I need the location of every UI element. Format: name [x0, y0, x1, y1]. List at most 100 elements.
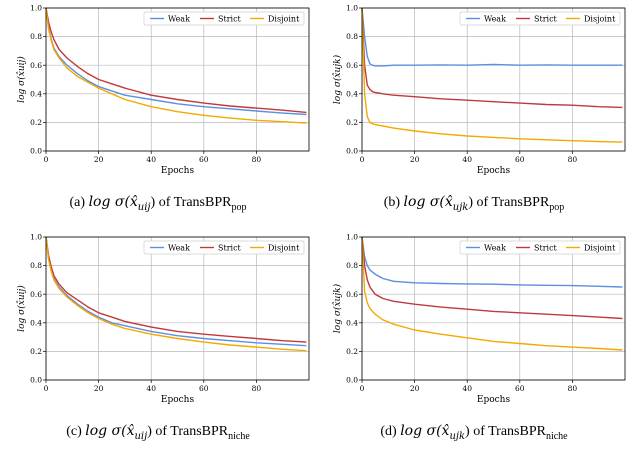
y-tick-label-a-3: 0.6 [30, 61, 42, 70]
legend-box-a [143, 11, 305, 26]
caption-c: (c) log σ(x̂uij) of TransBPRniche [0, 423, 316, 442]
chart-a: 0 20 40 60 80 0.0 0.2 0.4 0.6 0.8 1.0 Epochs log σ(x… [16, 4, 310, 176]
chart-panel-b: 0 20 40 60 80 0.0 0.2 0.4 0.6 0.8 1.0 Epochs log σ(x… [316, 0, 632, 229]
chart-d: 0 20 40 60 80 0.0 0.2 0.4 0.6 0.8 1.0 Epochs log σ(x… [332, 233, 626, 405]
y-axis-label-a: log σ(x̂uij) [16, 56, 27, 103]
series-line-d-strict [361, 236, 623, 320]
y-tick-label-a-5: 1.0 [30, 4, 42, 13]
x-tick-label-c-2: 40 [146, 384, 156, 393]
x-tick-label-d-4: 80 [568, 384, 578, 393]
y-tick-label-c-5: 1.0 [30, 233, 42, 242]
x-tick-label-d-3: 60 [515, 384, 525, 393]
series-line-b-weak [361, 7, 623, 67]
caption-b-prefix: (b) [383, 195, 401, 210]
y-tick-label-b-4: 0.8 [346, 32, 358, 41]
x-tick-label-c-4: 80 [252, 384, 262, 393]
legend-label-a-weak: Weak [168, 14, 190, 23]
y-axis-label-b: log σ(x̂ujk) [332, 54, 343, 104]
chart-c: 0 20 40 60 80 0.0 0.2 0.4 0.6 0.8 1.0 Epochs log σ(x… [16, 233, 310, 405]
legend-box-d [459, 240, 621, 255]
caption-c-mid: ) of TransBPR [147, 424, 229, 439]
plot-frame-d [361, 236, 626, 381]
series-line-a-strict [45, 7, 307, 114]
x-axis-label-a: Epochs [161, 166, 195, 176]
legend-label-d-disjoint: Disjoint [584, 243, 616, 252]
x-axis-label-d: Epochs [477, 395, 511, 405]
caption-c-math: log σ(x̂ [85, 423, 135, 439]
x-tick-label-d-2: 40 [462, 384, 472, 393]
series-line-c-strict [45, 236, 307, 343]
legend-label-c-strict: Strict [218, 243, 242, 252]
caption-b-sub: pop [549, 201, 565, 213]
x-axis-label-c: Epochs [161, 395, 195, 405]
y-tick-label-a-4: 0.8 [30, 32, 42, 41]
chart-panel-c: 0 20 40 60 80 0.0 0.2 0.4 0.6 0.8 1.0 Epochs log σ(x… [0, 229, 316, 458]
caption-d-mid: ) of TransBPR [465, 424, 546, 439]
series-line-d-disjoint [361, 236, 623, 351]
caption-a-mid: ) of TransBPR [150, 195, 232, 210]
y-tick-label-c-4: 0.8 [30, 261, 42, 270]
y-tick-label-b-3: 0.6 [346, 61, 358, 70]
caption-a-var: uij [137, 201, 151, 213]
legend-box-c [143, 240, 305, 255]
y-tick-label-d-4: 0.8 [346, 261, 358, 270]
caption-a-sub: pop [231, 201, 247, 213]
caption-a-prefix: (a) [69, 195, 86, 210]
y-tick-label-b-5: 1.0 [346, 4, 358, 13]
caption-c-prefix: (c) [66, 424, 82, 439]
x-tick-label-b-1: 20 [410, 155, 420, 164]
caption-c-sub: niche [228, 430, 250, 442]
caption-b-var: ujk [452, 201, 469, 213]
y-tick-label-c-0: 0.0 [30, 376, 42, 385]
legend-label-c-disjoint: Disjoint [268, 243, 300, 252]
x-tick-label-c-0: 0 [44, 384, 49, 393]
caption-a-math: log σ(x̂ [88, 194, 138, 210]
y-tick-label-a-2: 0.4 [30, 89, 42, 98]
series-line-a-disjoint [45, 7, 307, 124]
x-tick-label-d-0: 0 [360, 384, 365, 393]
y-tick-label-b-0: 0.0 [346, 147, 358, 156]
x-tick-label-a-0: 0 [44, 155, 49, 164]
x-tick-label-a-4: 80 [252, 155, 262, 164]
legend-label-a-strict: Strict [218, 14, 242, 23]
caption-b-mid: ) of TransBPR [468, 195, 550, 210]
x-tick-label-a-1: 20 [94, 155, 104, 164]
y-tick-label-c-3: 0.6 [30, 290, 42, 299]
y-tick-label-b-1: 0.2 [346, 118, 358, 127]
y-tick-label-d-3: 0.6 [346, 290, 358, 299]
caption-d-math: log σ(x̂ [400, 423, 450, 439]
plot-frame-a [45, 7, 310, 152]
legend-label-d-weak: Weak [484, 243, 506, 252]
series-line-c-disjoint [45, 236, 307, 352]
y-axis-label-d: log σ(x̂ujk) [332, 283, 343, 333]
y-tick-label-d-2: 0.4 [346, 318, 358, 327]
y-tick-label-d-1: 0.2 [346, 347, 358, 356]
plot-frame-c [45, 236, 310, 381]
series-line-d-weak [361, 236, 623, 288]
x-axis-label-b: Epochs [477, 166, 511, 176]
legend-box-b [459, 11, 621, 26]
y-tick-label-b-2: 0.4 [346, 89, 358, 98]
legend-label-c-weak: Weak [168, 243, 190, 252]
y-tick-label-a-1: 0.2 [30, 118, 42, 127]
legend-label-b-weak: Weak [484, 14, 506, 23]
y-tick-label-c-1: 0.2 [30, 347, 42, 356]
x-tick-label-a-3: 60 [199, 155, 209, 164]
x-tick-label-d-1: 20 [410, 384, 420, 393]
x-tick-label-b-4: 80 [568, 155, 578, 164]
y-tick-label-c-2: 0.4 [30, 318, 42, 327]
caption-b: (b) log σ(x̂ujk) of TransBPRpop [316, 194, 632, 213]
y-axis-label-c: log σ(x̂uij) [16, 285, 27, 332]
x-tick-label-b-2: 40 [462, 155, 472, 164]
x-tick-label-a-2: 40 [146, 155, 156, 164]
caption-d-sub: niche [545, 430, 568, 442]
chart-panel-a: 0 20 40 60 80 0.0 0.2 0.4 0.6 0.8 1.0 Epochs log σ(x… [0, 0, 316, 229]
caption-c-var: uij [134, 430, 148, 442]
x-tick-label-b-3: 60 [515, 155, 525, 164]
legend-label-b-strict: Strict [534, 14, 558, 23]
chart-panel-d: 0 20 40 60 80 0.0 0.2 0.4 0.6 0.8 1.0 Epochs log σ(x… [316, 229, 632, 458]
legend-label-a-disjoint: Disjoint [268, 14, 300, 23]
caption-b-math: log σ(x̂ [403, 194, 453, 210]
caption-d-prefix: (d) [380, 424, 397, 439]
x-tick-label-b-0: 0 [360, 155, 365, 164]
